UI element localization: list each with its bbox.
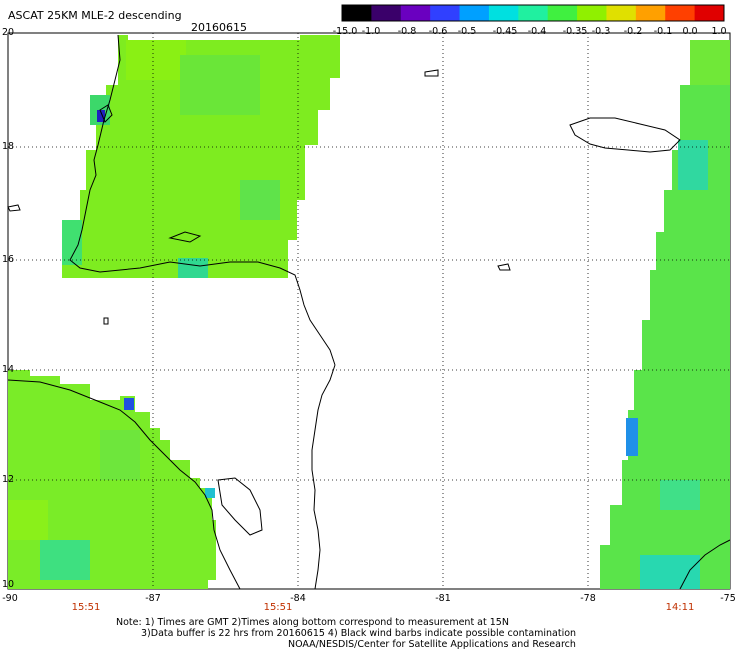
coastlines	[7, 34, 731, 590]
note-line-2: 3)Data buffer is 22 hrs from 20160615 4)…	[141, 628, 577, 639]
latitude-label: 20	[2, 27, 15, 38]
longitude-label: -87	[145, 593, 161, 604]
latitude-label: 16	[2, 254, 15, 265]
time-label: 14:11	[665, 602, 695, 613]
colorbar-segment	[518, 5, 549, 21]
colorbar-label: 0.0	[682, 26, 698, 37]
colorbar-segment	[371, 5, 402, 21]
map-date: 20160615	[191, 21, 247, 34]
time-label: 15:51	[263, 602, 293, 613]
time-label: 15:51	[71, 602, 101, 613]
latitude-label: 14	[2, 364, 15, 375]
colorbar-segment	[665, 5, 696, 21]
colorbar-label: -0.45	[492, 26, 518, 37]
colorbar-label: -0.8	[397, 26, 417, 37]
colorbar-segment	[488, 5, 519, 21]
colorbar-label: -0.1	[653, 26, 673, 37]
swath-left-lower	[8, 370, 216, 589]
colorbar	[341, 4, 725, 22]
map-title: ASCAT 25KM MLE-2 descending	[8, 9, 182, 22]
latitude-label: 18	[2, 141, 15, 152]
colorbar-segment	[606, 5, 637, 21]
latitude-label: 12	[2, 474, 15, 485]
swath-right	[600, 40, 730, 589]
colorbar-label: -0.2	[623, 26, 643, 37]
colorbar-label: 1.0	[711, 26, 727, 37]
longitude-label: -75	[720, 593, 736, 604]
colorbar-segment	[459, 5, 490, 21]
colorbar-segment	[430, 5, 461, 21]
colorbar-label: -15.0	[332, 26, 358, 37]
grid-lines	[8, 33, 730, 589]
colorbar-segment	[342, 5, 372, 21]
colorbar-border	[341, 4, 725, 22]
colorbar-segment	[694, 5, 725, 21]
longitude-label: -78	[580, 593, 596, 604]
colorbar-label: -1.0	[361, 26, 381, 37]
note-line-1: Note: 1) Times are GMT 2)Times along bot…	[116, 617, 509, 628]
colorbar-label: -0.6	[428, 26, 448, 37]
swath-left-upper	[62, 35, 340, 278]
longitude-label: -84	[290, 593, 306, 604]
colorbar-label: -0.3	[591, 26, 611, 37]
credit-line: NOAA/NESDIS/Center for Satellite Applica…	[288, 639, 576, 650]
colorbar-segment	[577, 5, 607, 21]
colorbar-label: -0.35	[562, 26, 588, 37]
colorbar-label: -0.4	[527, 26, 547, 37]
colorbar-segment	[635, 5, 666, 21]
colorbar-segment	[400, 5, 431, 21]
longitude-label: -90	[2, 593, 18, 604]
latitude-label: 10	[2, 579, 15, 590]
colorbar-label: -0.5	[457, 26, 477, 37]
longitude-label: -81	[435, 593, 451, 604]
colorbar-segment	[547, 5, 578, 21]
